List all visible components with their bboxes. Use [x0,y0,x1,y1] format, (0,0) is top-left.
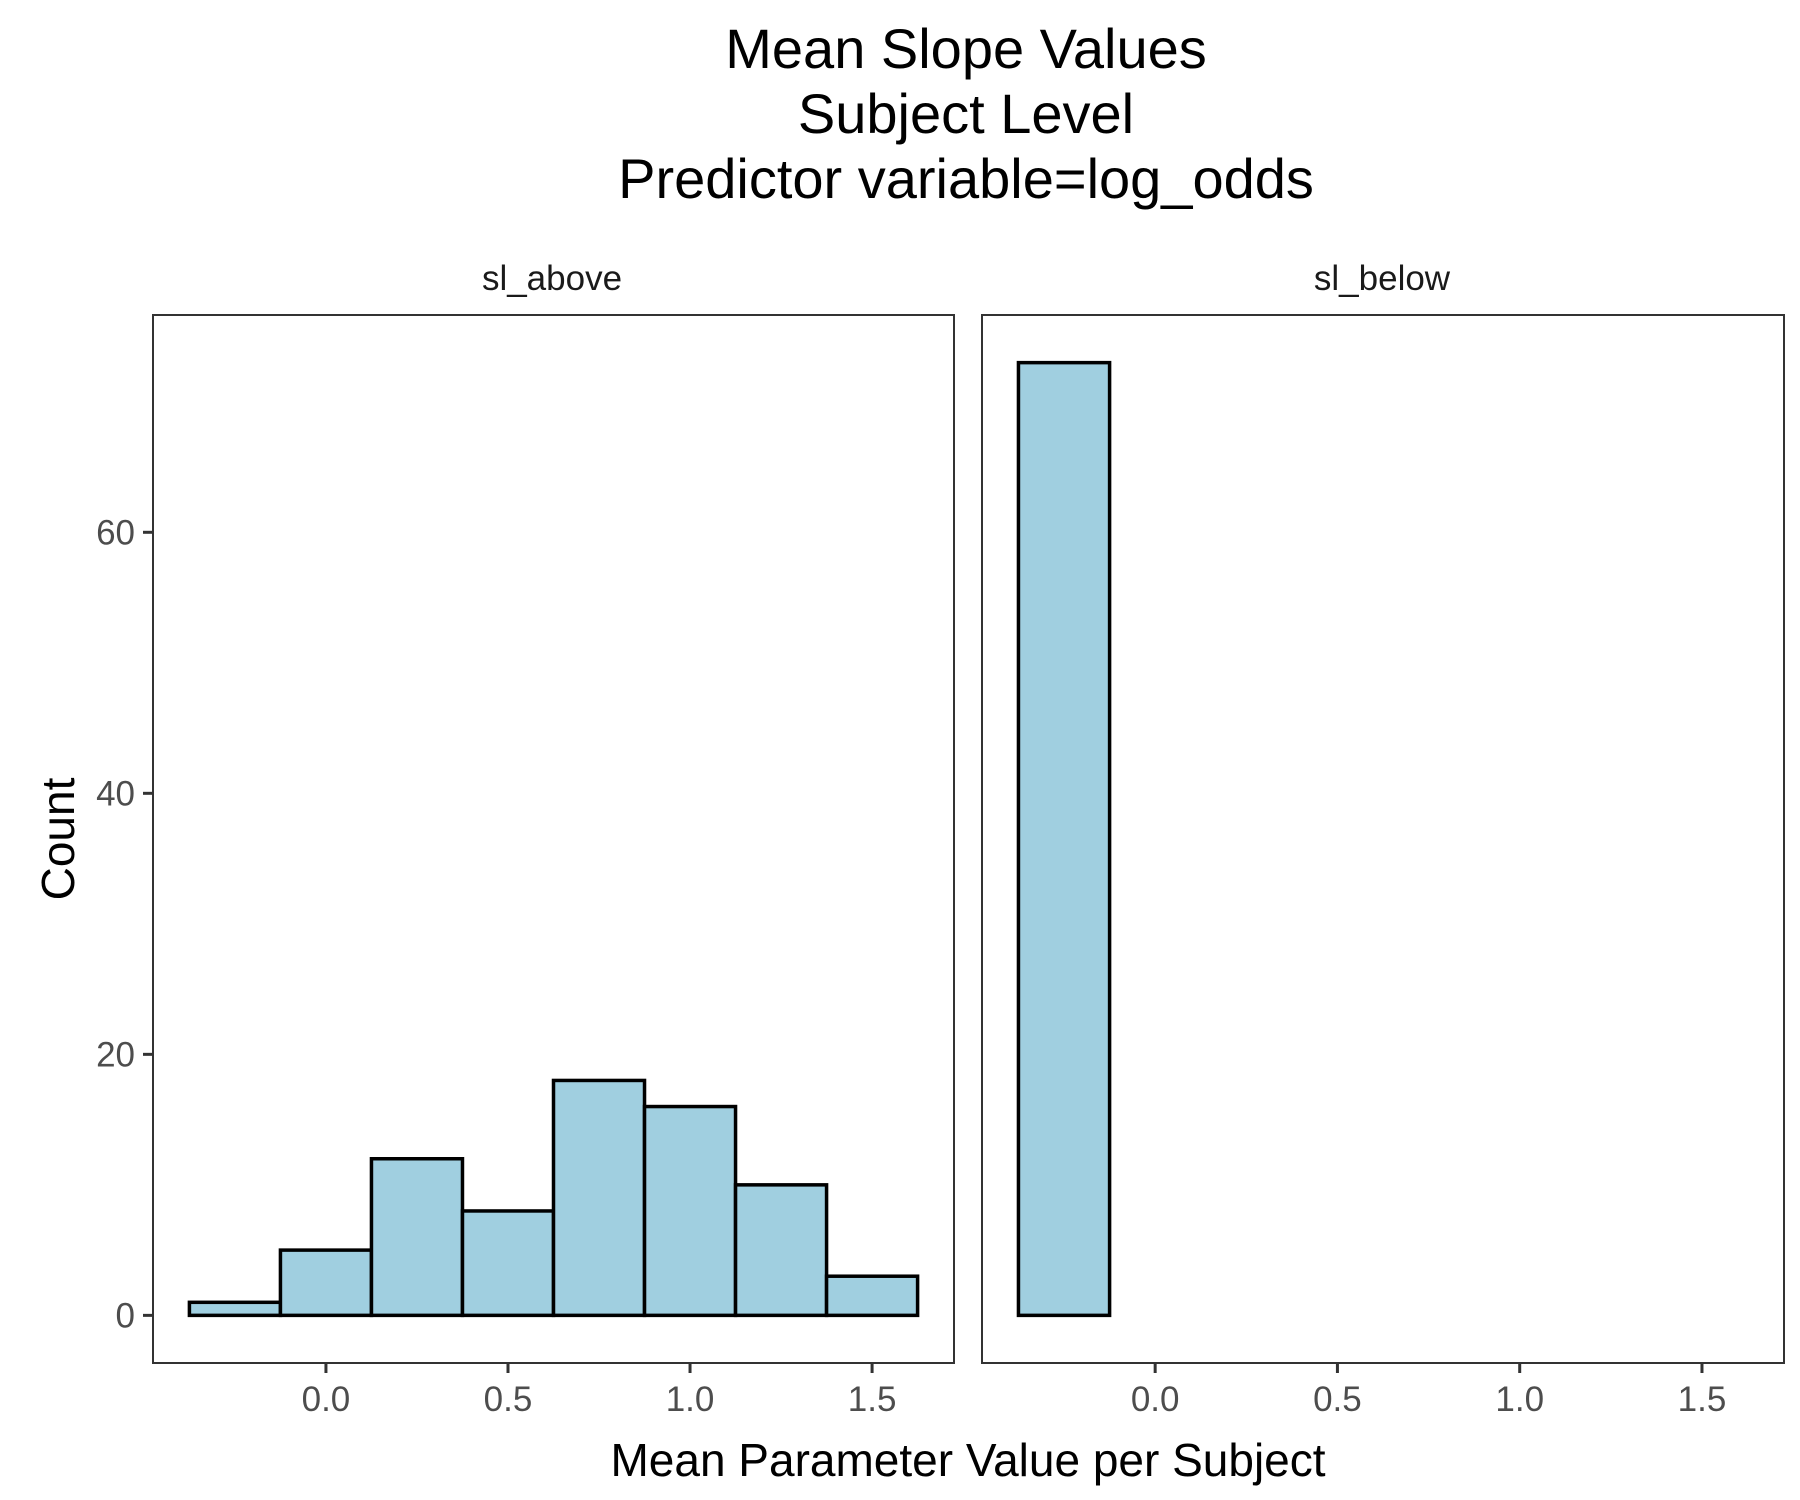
histogram-bar [733,1183,829,1318]
y-axis-title: Count [32,777,84,900]
x-axis-sl-below: 0.0 0.5 1.0 1.5 [1131,1363,1726,1419]
y-axis: 0 20 40 60 [96,514,153,1336]
histogram-bar [551,1078,647,1318]
x-tick-label: 1.5 [1678,1380,1727,1419]
panel-frame-sl-below [981,314,1785,1364]
histogram-bar [187,1300,283,1318]
facet-strip-label-sl-below: sl_below [1314,259,1451,298]
x-tick-label: 1.0 [666,1380,715,1419]
histogram-bar [824,1274,920,1318]
x-tick-label: 0.5 [1313,1380,1362,1419]
histogram-bar [369,1157,465,1318]
bars-sl-above [187,1078,920,1318]
panel-frame-sl-above [152,314,955,1364]
y-tick-label: 40 [96,775,135,814]
x-axis-title: Mean Parameter Value per Subject [610,1434,1325,1486]
x-tick-label: 1.0 [1495,1380,1544,1419]
facet-panel-sl-below: sl_below 0.0 0.5 1.0 1.5 [981,259,1785,1419]
chart-title-line-2: Subject Level [798,82,1134,145]
x-tick-label: 1.5 [848,1380,897,1419]
bars-sl-below [1016,360,1112,1318]
x-tick-label: 0.0 [302,1380,351,1419]
y-tick-label: 60 [96,514,135,553]
histogram-bar [460,1209,556,1318]
chart-title: Mean Slope Values Subject Level Predicto… [618,17,1314,210]
chart-title-line-3: Predictor variable=log_odds [618,147,1314,210]
facet-panel-sl-above: sl_above 0.0 0.5 1.0 1.5 [152,259,955,1419]
histogram-bar [642,1104,738,1318]
y-tick-label: 20 [96,1036,135,1075]
histogram-bar [278,1248,374,1318]
facet-strip-label-sl-above: sl_above [482,259,622,298]
histogram-bar [1016,360,1112,1318]
x-axis-sl-above: 0.0 0.5 1.0 1.5 [302,1363,897,1419]
chart-title-line-1: Mean Slope Values [725,17,1207,80]
y-tick-label: 0 [116,1297,135,1336]
x-tick-label: 0.0 [1131,1380,1180,1419]
x-tick-label: 0.5 [484,1380,533,1419]
